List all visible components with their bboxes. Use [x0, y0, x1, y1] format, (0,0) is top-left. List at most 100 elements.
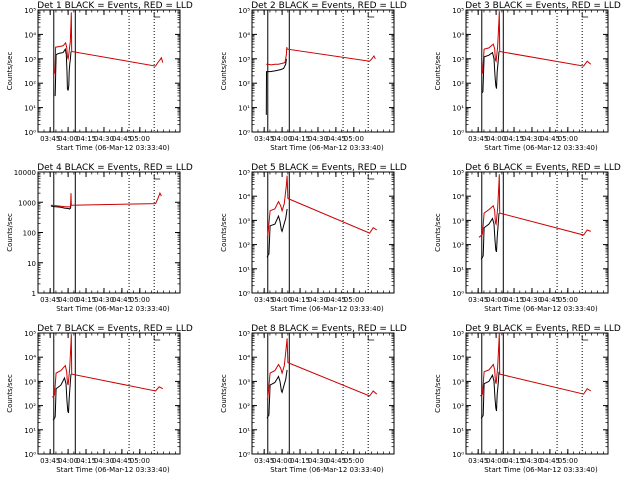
panel-det-7: Det 7 BLACK = Events, RED = LLD 10⁰ 10¹ 10²…	[6, 324, 193, 474]
y-tick-label: 10⁵	[238, 7, 250, 15]
y-tick-label: 10	[27, 260, 36, 268]
series-events-line	[480, 213, 500, 260]
x-axis-title: Start Time (06-Mar-12 03:33:40)	[56, 144, 170, 152]
y-axis-title: Counts/sec	[6, 52, 14, 91]
y-axis-title: Counts/sec	[434, 52, 442, 91]
series-events-line	[265, 58, 287, 115]
y-tick-label: 10¹	[452, 105, 464, 113]
interval-bracket	[367, 335, 375, 341]
x-tick-label: 04:15	[76, 457, 96, 465]
x-tick-label: 04:45	[326, 457, 346, 465]
plot-frame	[465, 332, 609, 455]
x-tick-label: 04:15	[76, 135, 96, 143]
x-tick-label: 04:30	[308, 135, 328, 143]
y-tick-label: 10¹	[24, 427, 36, 435]
plot-frame	[37, 171, 181, 294]
panel-title: Det 2 BLACK = Events, RED = LLD	[251, 1, 407, 11]
x-axis-title: Start Time (06-Mar-12 03:33:40)	[270, 305, 384, 313]
interval-bracket	[581, 335, 589, 341]
x-tick-label: 03:45	[40, 135, 60, 143]
x-tick-label: 03:45	[40, 296, 60, 304]
x-tick-label: 05:00	[558, 457, 578, 465]
x-axis-title: Start Time (06-Mar-12 03:33:40)	[56, 466, 170, 474]
x-tick-label: 03:45	[468, 135, 488, 143]
y-tick-label: 10¹	[452, 266, 464, 274]
y-tick-label: 10³	[238, 378, 250, 386]
y-tick-label: 10⁴	[452, 31, 464, 39]
panel-det-1: Det 1 BLACK = Events, RED = LLD 10⁰ 10¹ 10²…	[6, 1, 193, 152]
x-tick-label: 05:00	[130, 457, 150, 465]
series-lld-line	[479, 332, 592, 397]
x-tick-label: 04:00	[272, 296, 292, 304]
x-tick-label: 04:15	[290, 135, 310, 143]
y-tick-label: 10⁰	[24, 129, 36, 137]
x-axis-title: Start Time (06-Mar-12 03:33:40)	[270, 144, 384, 152]
x-tick-label: 04:45	[540, 457, 560, 465]
y-tick-label: 10¹	[238, 105, 250, 113]
panel-det-9: Det 9 BLACK = Events, RED = LLD 10⁰ 10¹ 10²…	[434, 324, 621, 474]
series-lld-line	[480, 11, 592, 74]
x-tick-label: 05:00	[344, 135, 364, 143]
series-events-line	[481, 51, 500, 94]
y-tick-label: 10²	[24, 403, 36, 411]
series-events-line	[480, 371, 500, 419]
x-tick-label: 04:45	[112, 135, 132, 143]
x-tick-label: 03:45	[40, 457, 60, 465]
panel-det-2: Det 2 BLACK = Events, RED = LLD 10⁰ 10¹ 10²…	[220, 1, 407, 152]
interval-bracket	[367, 174, 375, 180]
plot-frame	[465, 9, 609, 133]
x-tick-label: 04:00	[486, 296, 506, 304]
x-tick-label: 03:45	[254, 457, 274, 465]
y-tick-label: 10⁴	[452, 193, 464, 201]
y-tick-label: 10⁴	[238, 354, 250, 362]
y-tick-label: 10⁰	[452, 129, 464, 137]
y-tick-label: 10⁵	[238, 169, 250, 177]
interval-bracket	[153, 335, 161, 341]
x-tick-label: 04:00	[486, 135, 506, 143]
x-tick-label: 04:00	[58, 135, 78, 143]
series-lld-line	[50, 191, 162, 208]
x-tick-label: 04:30	[308, 457, 328, 465]
y-axis-title: Counts/sec	[220, 374, 228, 413]
y-axis-title: Counts/sec	[6, 213, 14, 252]
x-tick-label: 04:45	[540, 135, 560, 143]
interval-bracket	[581, 174, 589, 180]
y-tick-label: 10³	[452, 217, 464, 225]
y-tick-label: 10000	[14, 169, 36, 177]
x-axis-title: Start Time (06-Mar-12 03:33:40)	[484, 144, 598, 152]
panel-det-6: Det 6 BLACK = Events, RED = LLD 10⁰ 10¹ 10²…	[434, 163, 621, 313]
y-tick-label: 10⁴	[452, 354, 464, 362]
x-tick-label: 04:30	[522, 135, 542, 143]
x-tick-label: 04:30	[94, 296, 114, 304]
series-events-line	[54, 47, 72, 97]
y-tick-label: 10⁴	[24, 354, 36, 362]
panel-det-3: Det 3 BLACK = Events, RED = LLD 10⁰ 10¹ 10²…	[434, 1, 621, 152]
y-tick-label: 1	[32, 290, 36, 298]
panel-title: Det 9 BLACK = Events, RED = LLD	[465, 324, 621, 334]
x-tick-label: 05:00	[130, 296, 150, 304]
y-axis-title: Counts/sec	[220, 52, 228, 91]
y-tick-label: 10³	[238, 217, 250, 225]
interval-bracket	[367, 12, 375, 18]
plot-frame	[251, 9, 395, 133]
panel-det-4: Det 4 BLACK = Events, RED = LLD 1 10 100 100…	[6, 163, 193, 313]
x-tick-label: 04:15	[290, 296, 310, 304]
panel-title: Det 6 BLACK = Events, RED = LLD	[465, 163, 621, 173]
x-tick-label: 05:00	[558, 135, 578, 143]
x-axis-title: Start Time (06-Mar-12 03:33:40)	[484, 305, 598, 313]
y-tick-label: 10³	[238, 56, 250, 64]
y-tick-label: 10⁴	[238, 31, 250, 39]
y-tick-label: 10⁵	[238, 330, 250, 338]
x-axis-title: Start Time (06-Mar-12 03:33:40)	[484, 466, 598, 474]
y-tick-label: 10²	[452, 80, 464, 88]
y-tick-label: 10²	[238, 242, 250, 250]
x-tick-label: 04:15	[504, 296, 524, 304]
panel-title: Det 7 BLACK = Events, RED = LLD	[37, 324, 193, 334]
y-tick-label: 10⁰	[238, 451, 250, 459]
x-tick-label: 05:00	[344, 296, 364, 304]
x-tick-label: 04:00	[272, 135, 292, 143]
y-tick-label: 10³	[452, 56, 464, 64]
interval-bracket	[153, 12, 161, 18]
y-axis-title: Counts/sec	[434, 213, 442, 252]
